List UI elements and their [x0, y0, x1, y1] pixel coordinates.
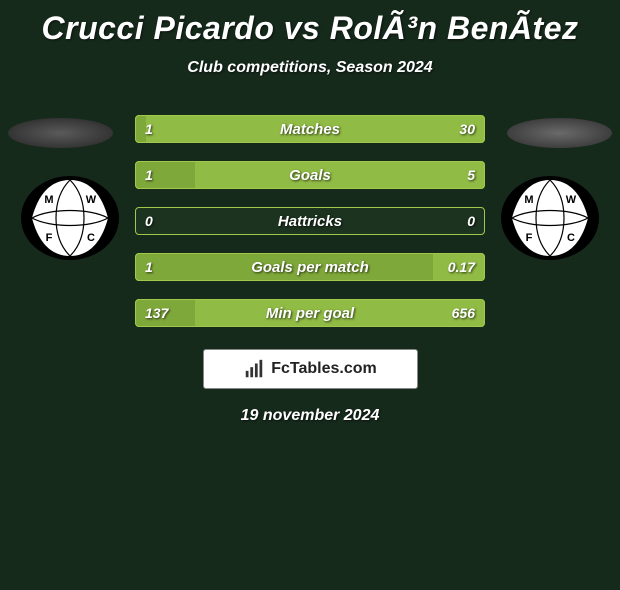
stat-value-left: 1: [145, 259, 153, 275]
stat-row: Hattricks0 0: [135, 207, 485, 235]
stat-row: Goals1 5: [135, 161, 485, 189]
player-right-shadow: [507, 118, 612, 148]
stat-label: Goals: [135, 167, 485, 184]
svg-text:W: W: [566, 194, 577, 206]
svg-text:M: M: [44, 194, 53, 206]
stat-label: Goals per match: [135, 259, 485, 276]
stat-row: Min per goal137 656: [135, 299, 485, 327]
crest-icon: M W F C: [500, 175, 600, 261]
stat-label: Min per goal: [135, 305, 485, 322]
stat-value-right: 0: [467, 213, 475, 229]
chart-bars-icon: [243, 358, 265, 380]
club-crest-right: M W F C: [500, 175, 600, 261]
player-left-shadow: [8, 118, 113, 148]
stat-value-right: 0.17: [448, 259, 475, 275]
svg-text:C: C: [87, 232, 95, 244]
stat-value-left: 137: [145, 305, 168, 321]
stat-label: Hattricks: [135, 213, 485, 230]
stat-row: Goals per match1 0.17: [135, 253, 485, 281]
stat-label: Matches: [135, 121, 485, 138]
stat-value-left: 1: [145, 167, 153, 183]
stat-value-left: 1: [145, 121, 153, 137]
brand-box[interactable]: FcTables.com: [203, 349, 418, 389]
stat-value-right: 656: [452, 305, 475, 321]
stat-value-right: 30: [459, 121, 475, 137]
svg-text:F: F: [46, 232, 53, 244]
date-text: 19 november 2024: [0, 407, 620, 425]
subtitle: Club competitions, Season 2024: [0, 59, 620, 77]
svg-text:F: F: [526, 232, 533, 244]
page-title: Crucci Picardo vs RolÃ³n BenÃ­tez: [0, 10, 620, 47]
crest-icon: M W F C: [20, 175, 120, 261]
stat-value-left: 0: [145, 213, 153, 229]
comparison-panel: M W F C M W F C Matches130Goals15Hattric…: [0, 115, 620, 425]
svg-text:M: M: [524, 194, 533, 206]
club-crest-left: M W F C: [20, 175, 120, 261]
stat-value-right: 5: [467, 167, 475, 183]
stat-row: Matches1 30: [135, 115, 485, 143]
svg-text:C: C: [567, 232, 575, 244]
brand-text: FcTables.com: [271, 360, 377, 378]
stats-bars: Matches130Goals15Hattricks00Goals per ma…: [135, 115, 485, 327]
svg-text:W: W: [86, 194, 97, 206]
